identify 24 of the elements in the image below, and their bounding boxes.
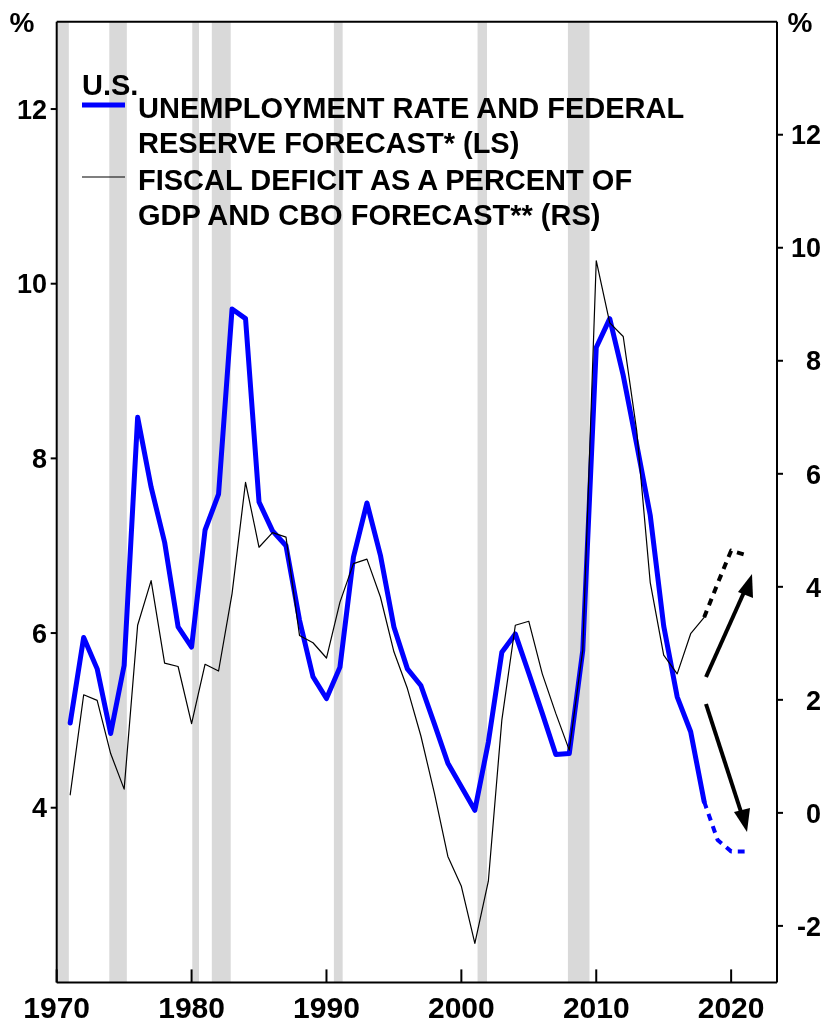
x-tick-label: 2010 <box>562 991 630 1023</box>
x-tick-label: 1970 <box>23 991 91 1023</box>
y2-tick-label: 8 <box>805 346 821 377</box>
y2-tick-label: 4 <box>805 572 821 603</box>
legend-label: FISCAL DEFICIT AS A PERCENT OF GDP AND CBO FORECAST** (RS) <box>138 164 633 231</box>
y-tick-label: 4 <box>31 793 47 824</box>
y2-tick-label: 12 <box>790 120 821 151</box>
y2-tick-label: 6 <box>805 459 821 490</box>
x-tick-label: 2020 <box>697 991 765 1023</box>
y2-tick-label: 0 <box>805 798 821 829</box>
y2-tick-label: -2 <box>796 911 821 942</box>
text: U.S. <box>82 69 139 101</box>
y2-tick-label: 10 <box>790 233 821 264</box>
y-tick-label: 10 <box>16 269 47 300</box>
y2-tick-label: 2 <box>805 685 821 716</box>
y-tick-label: 8 <box>31 444 47 475</box>
y-axis-title: % <box>9 7 35 38</box>
y2-axis-title: % <box>787 7 813 38</box>
x-tick-label: 1980 <box>158 991 225 1023</box>
y-tick-label: 6 <box>31 618 47 649</box>
y-tick-label: 12 <box>16 94 47 125</box>
x-tick-label: 1990 <box>293 991 360 1023</box>
x-tick-label: 2000 <box>427 991 495 1023</box>
legend-label: UNEMPLOYMENT RATE AND FEDERAL RESERVE FORECAST* (LS) <box>138 92 685 159</box>
